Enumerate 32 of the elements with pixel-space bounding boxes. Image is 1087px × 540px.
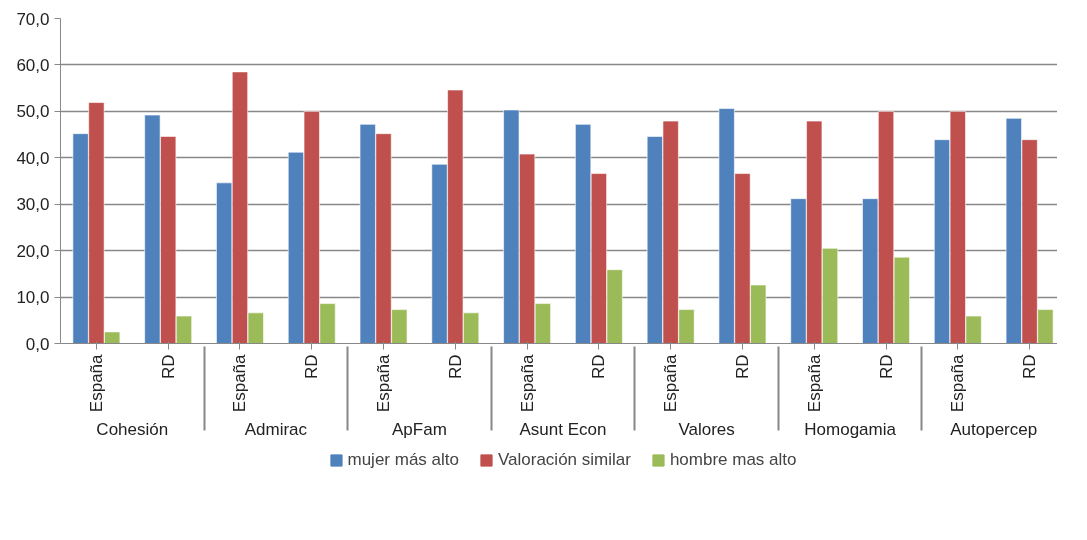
- x-tick-label: RD: [302, 354, 322, 380]
- text: Cohesión: [96, 420, 169, 440]
- x-tick-label: RD: [732, 354, 752, 380]
- text: Valores: [678, 420, 735, 440]
- x-tick-label: España: [948, 353, 968, 413]
- legend-label: mujer más alto: [347, 450, 459, 470]
- x-tick-label: RD: [158, 354, 178, 380]
- x-tick-label: RD: [1020, 354, 1040, 380]
- y-tick-label: 70,0: [16, 9, 50, 29]
- text: ApFam: [392, 420, 447, 440]
- x-tick-label: España: [804, 353, 824, 413]
- y-tick-label: 0,0: [25, 334, 50, 354]
- text: Asunt Econ: [519, 420, 607, 440]
- x-tick-label: RD: [876, 354, 896, 380]
- y-tick-label: 10,0: [16, 288, 50, 308]
- x-tick-label: España: [230, 353, 250, 413]
- legend-label: Valoración similar: [497, 450, 631, 470]
- y-tick-label: 30,0: [16, 195, 50, 215]
- x-tick-label: España: [661, 353, 681, 413]
- y-tick-label: 50,0: [16, 102, 50, 122]
- x-tick-label: España: [517, 353, 537, 413]
- legend-label: hombre mas alto: [669, 450, 797, 470]
- x-tick-label: RD: [445, 354, 465, 380]
- x-tick-label: España: [374, 353, 394, 413]
- text: Homogamia: [804, 420, 897, 440]
- x-tick-label: España: [86, 353, 106, 413]
- y-tick-label: 40,0: [16, 148, 50, 168]
- text: Admirac: [244, 420, 308, 440]
- x-tick-label: RD: [589, 354, 609, 380]
- y-tick-label: 60,0: [16, 55, 50, 75]
- text: Autopercep: [950, 420, 1038, 440]
- y-tick-label: 20,0: [16, 241, 50, 261]
